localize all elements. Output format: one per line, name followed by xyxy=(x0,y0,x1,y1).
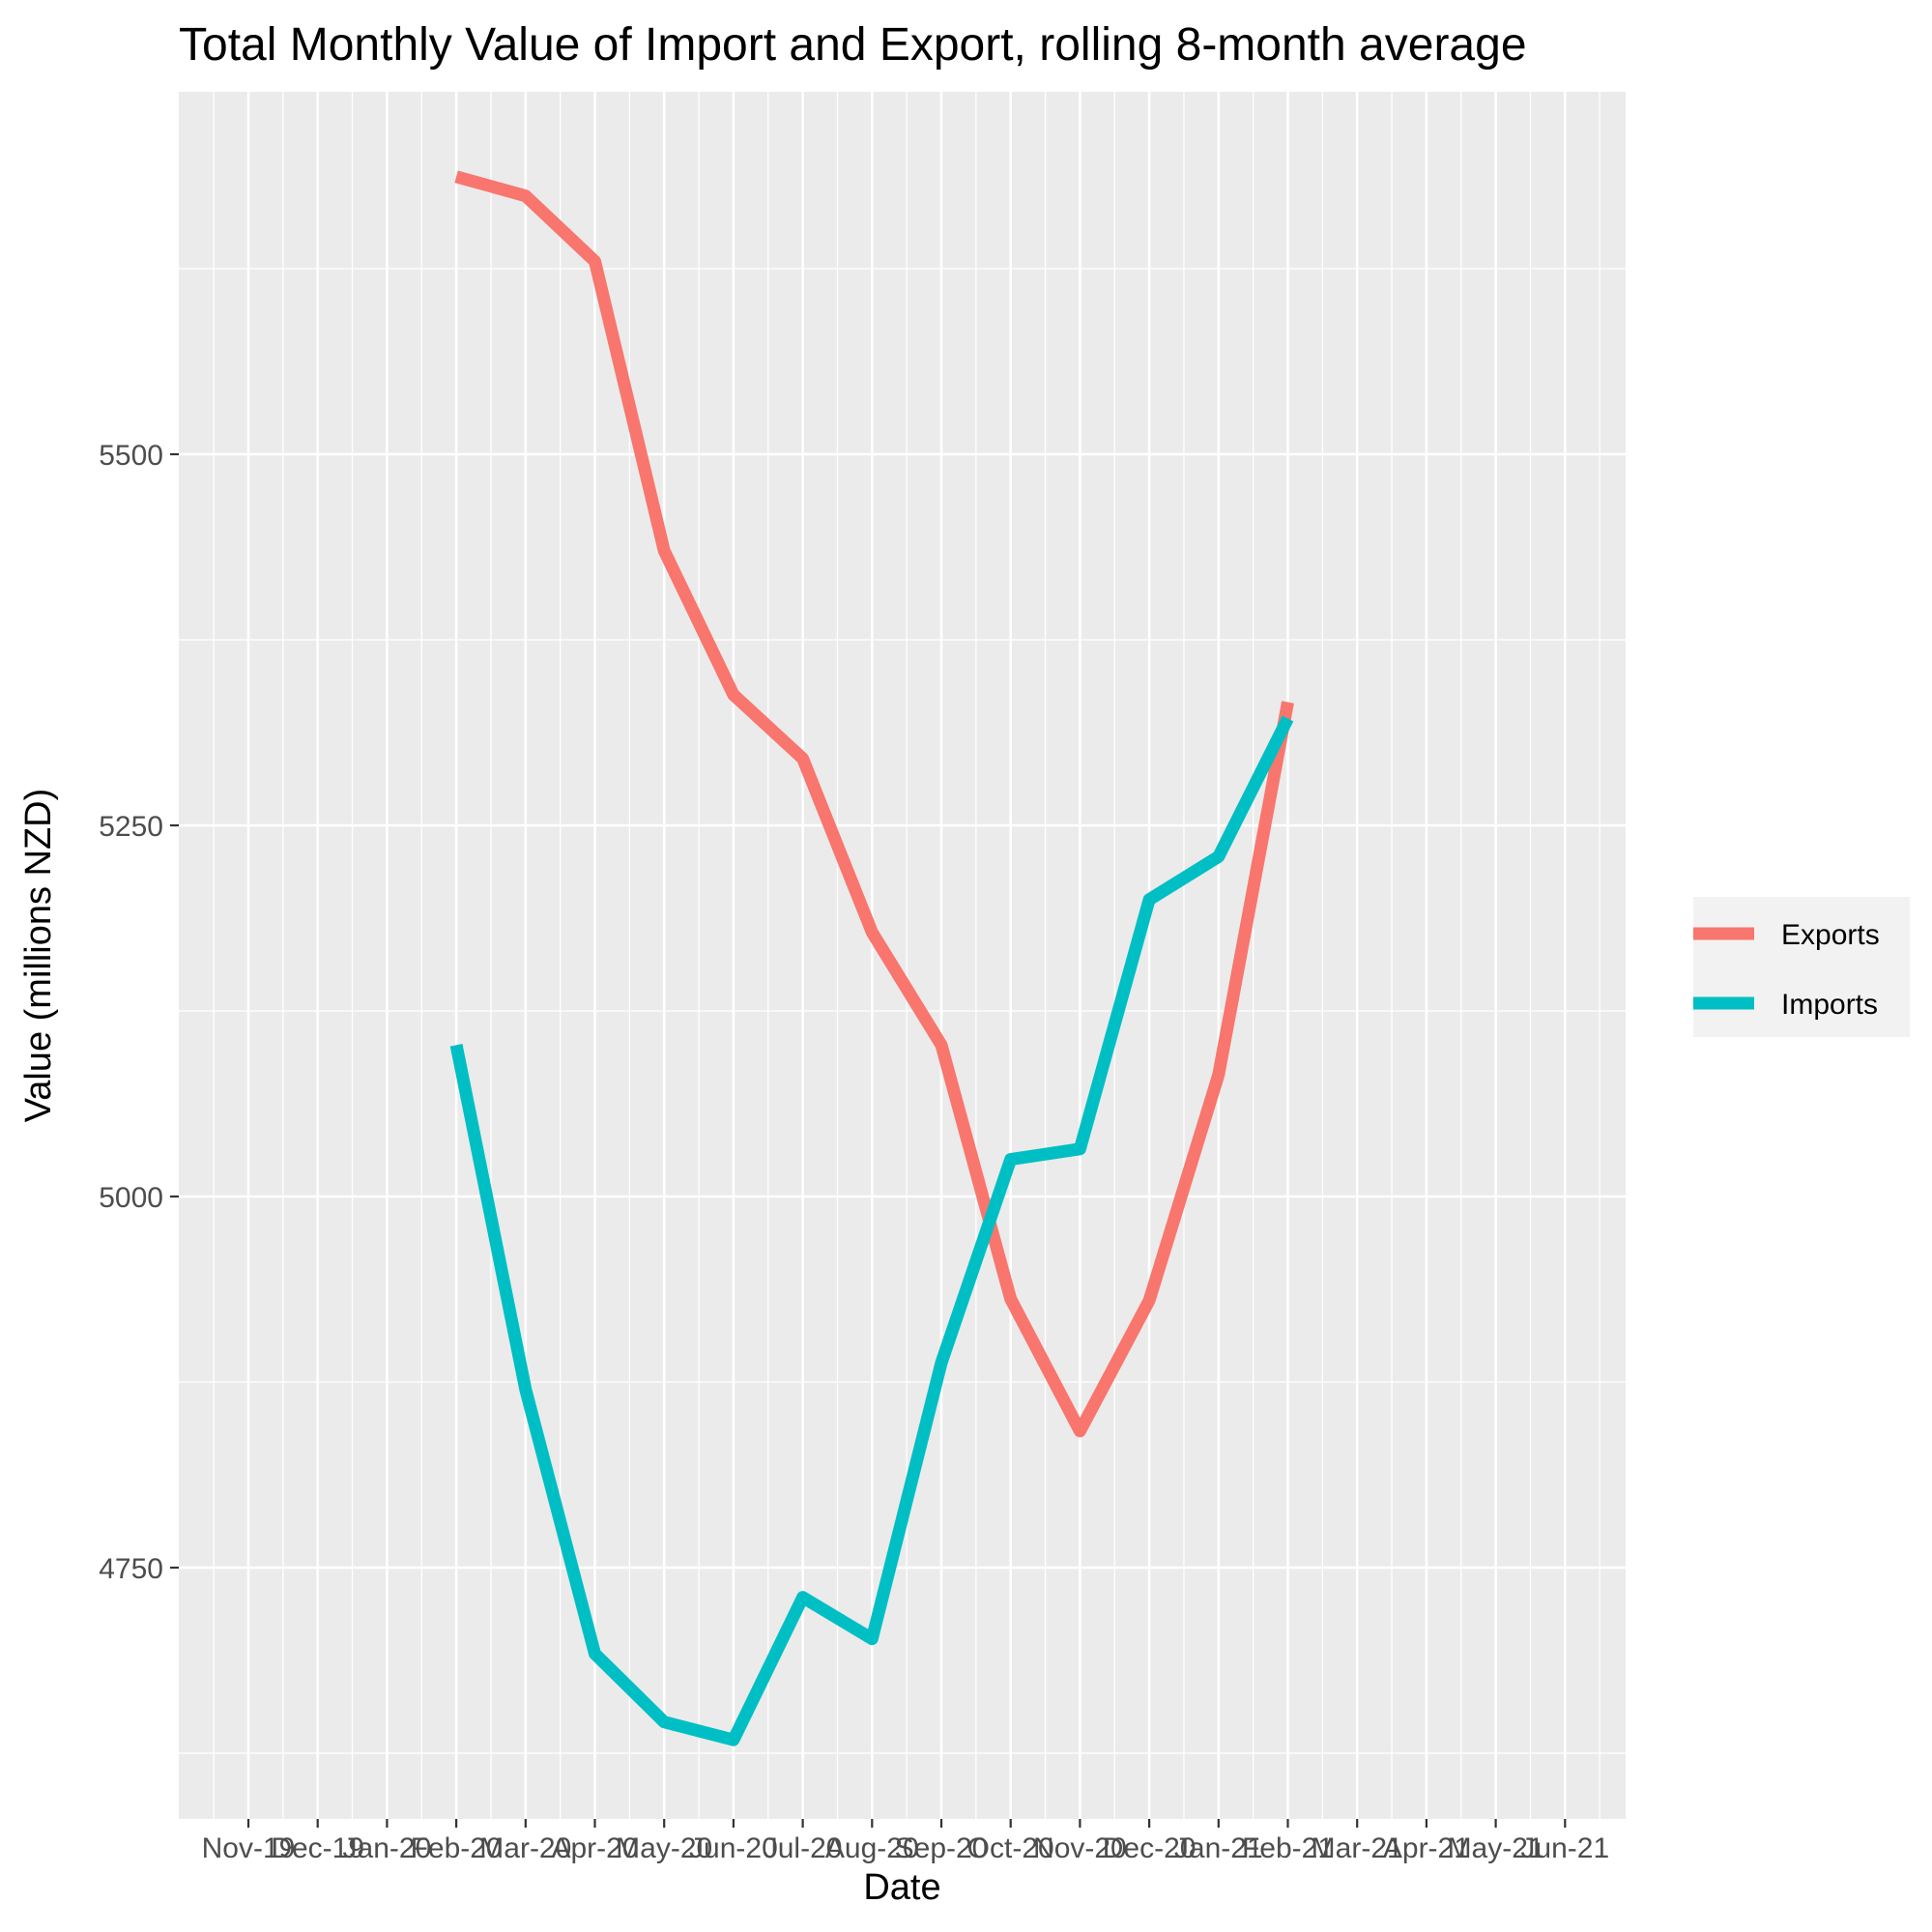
x-tick-label: May-20 xyxy=(616,1832,712,1864)
x-tick-label: Jun-20 xyxy=(689,1832,778,1864)
plot-panel xyxy=(179,92,1626,1819)
series-line-exports xyxy=(454,170,1294,1438)
x-tick-label: Apr-21 xyxy=(1383,1832,1470,1864)
y-tick-label: 5500 xyxy=(99,440,163,472)
x-tick-label: Dec-20 xyxy=(1103,1832,1197,1864)
x-tick-label: Jul-20 xyxy=(764,1832,843,1864)
x-tick-label: Oct-20 xyxy=(967,1832,1054,1864)
x-tick-label: Nov-19 xyxy=(202,1832,296,1864)
x-axis: Nov-19Dec-19Jan-20Feb-20Mar-20Apr-20May-… xyxy=(202,1819,1609,1864)
series-line-imports xyxy=(449,715,1294,1746)
x-tick-label: Mar-20 xyxy=(479,1832,571,1864)
major-gridlines xyxy=(179,92,1626,1819)
x-tick-label: Aug-20 xyxy=(825,1832,919,1864)
legend: Exports Imports xyxy=(1693,897,1910,1037)
legend-label-exports: Exports xyxy=(1781,919,1880,951)
x-tick-label: Feb-20 xyxy=(411,1832,503,1864)
x-tick-label: Feb-21 xyxy=(1242,1832,1334,1864)
y-tick-label: 5250 xyxy=(99,811,163,843)
legend-background xyxy=(1693,897,1910,1037)
x-tick-label: Sep-20 xyxy=(895,1832,989,1864)
x-axis-title: Date xyxy=(863,1867,940,1908)
y-tick-label: 5000 xyxy=(99,1182,163,1214)
x-tick-label: Nov-20 xyxy=(1033,1832,1127,1864)
x-tick-label: Dec-19 xyxy=(271,1832,364,1864)
x-tick-label: Apr-20 xyxy=(551,1832,638,1864)
series-lines xyxy=(449,170,1294,1746)
x-tick-label: Jan-21 xyxy=(1174,1832,1263,1864)
x-tick-label: Jun-21 xyxy=(1520,1832,1609,1864)
y-tick-label: 4750 xyxy=(99,1553,163,1585)
chart-title: Total Monthly Value of Import and Export… xyxy=(179,19,1527,71)
y-axis: 4750 5000 5250 5500 xyxy=(99,440,179,1585)
minor-gridlines xyxy=(179,92,1626,1819)
x-tick-label: Jan-20 xyxy=(343,1832,432,1864)
x-tick-label: May-21 xyxy=(1448,1832,1544,1864)
x-tick-label: Mar-21 xyxy=(1312,1832,1403,1864)
y-axis-title: Value (millions NZD) xyxy=(18,789,59,1123)
legend-label-imports: Imports xyxy=(1781,989,1878,1021)
